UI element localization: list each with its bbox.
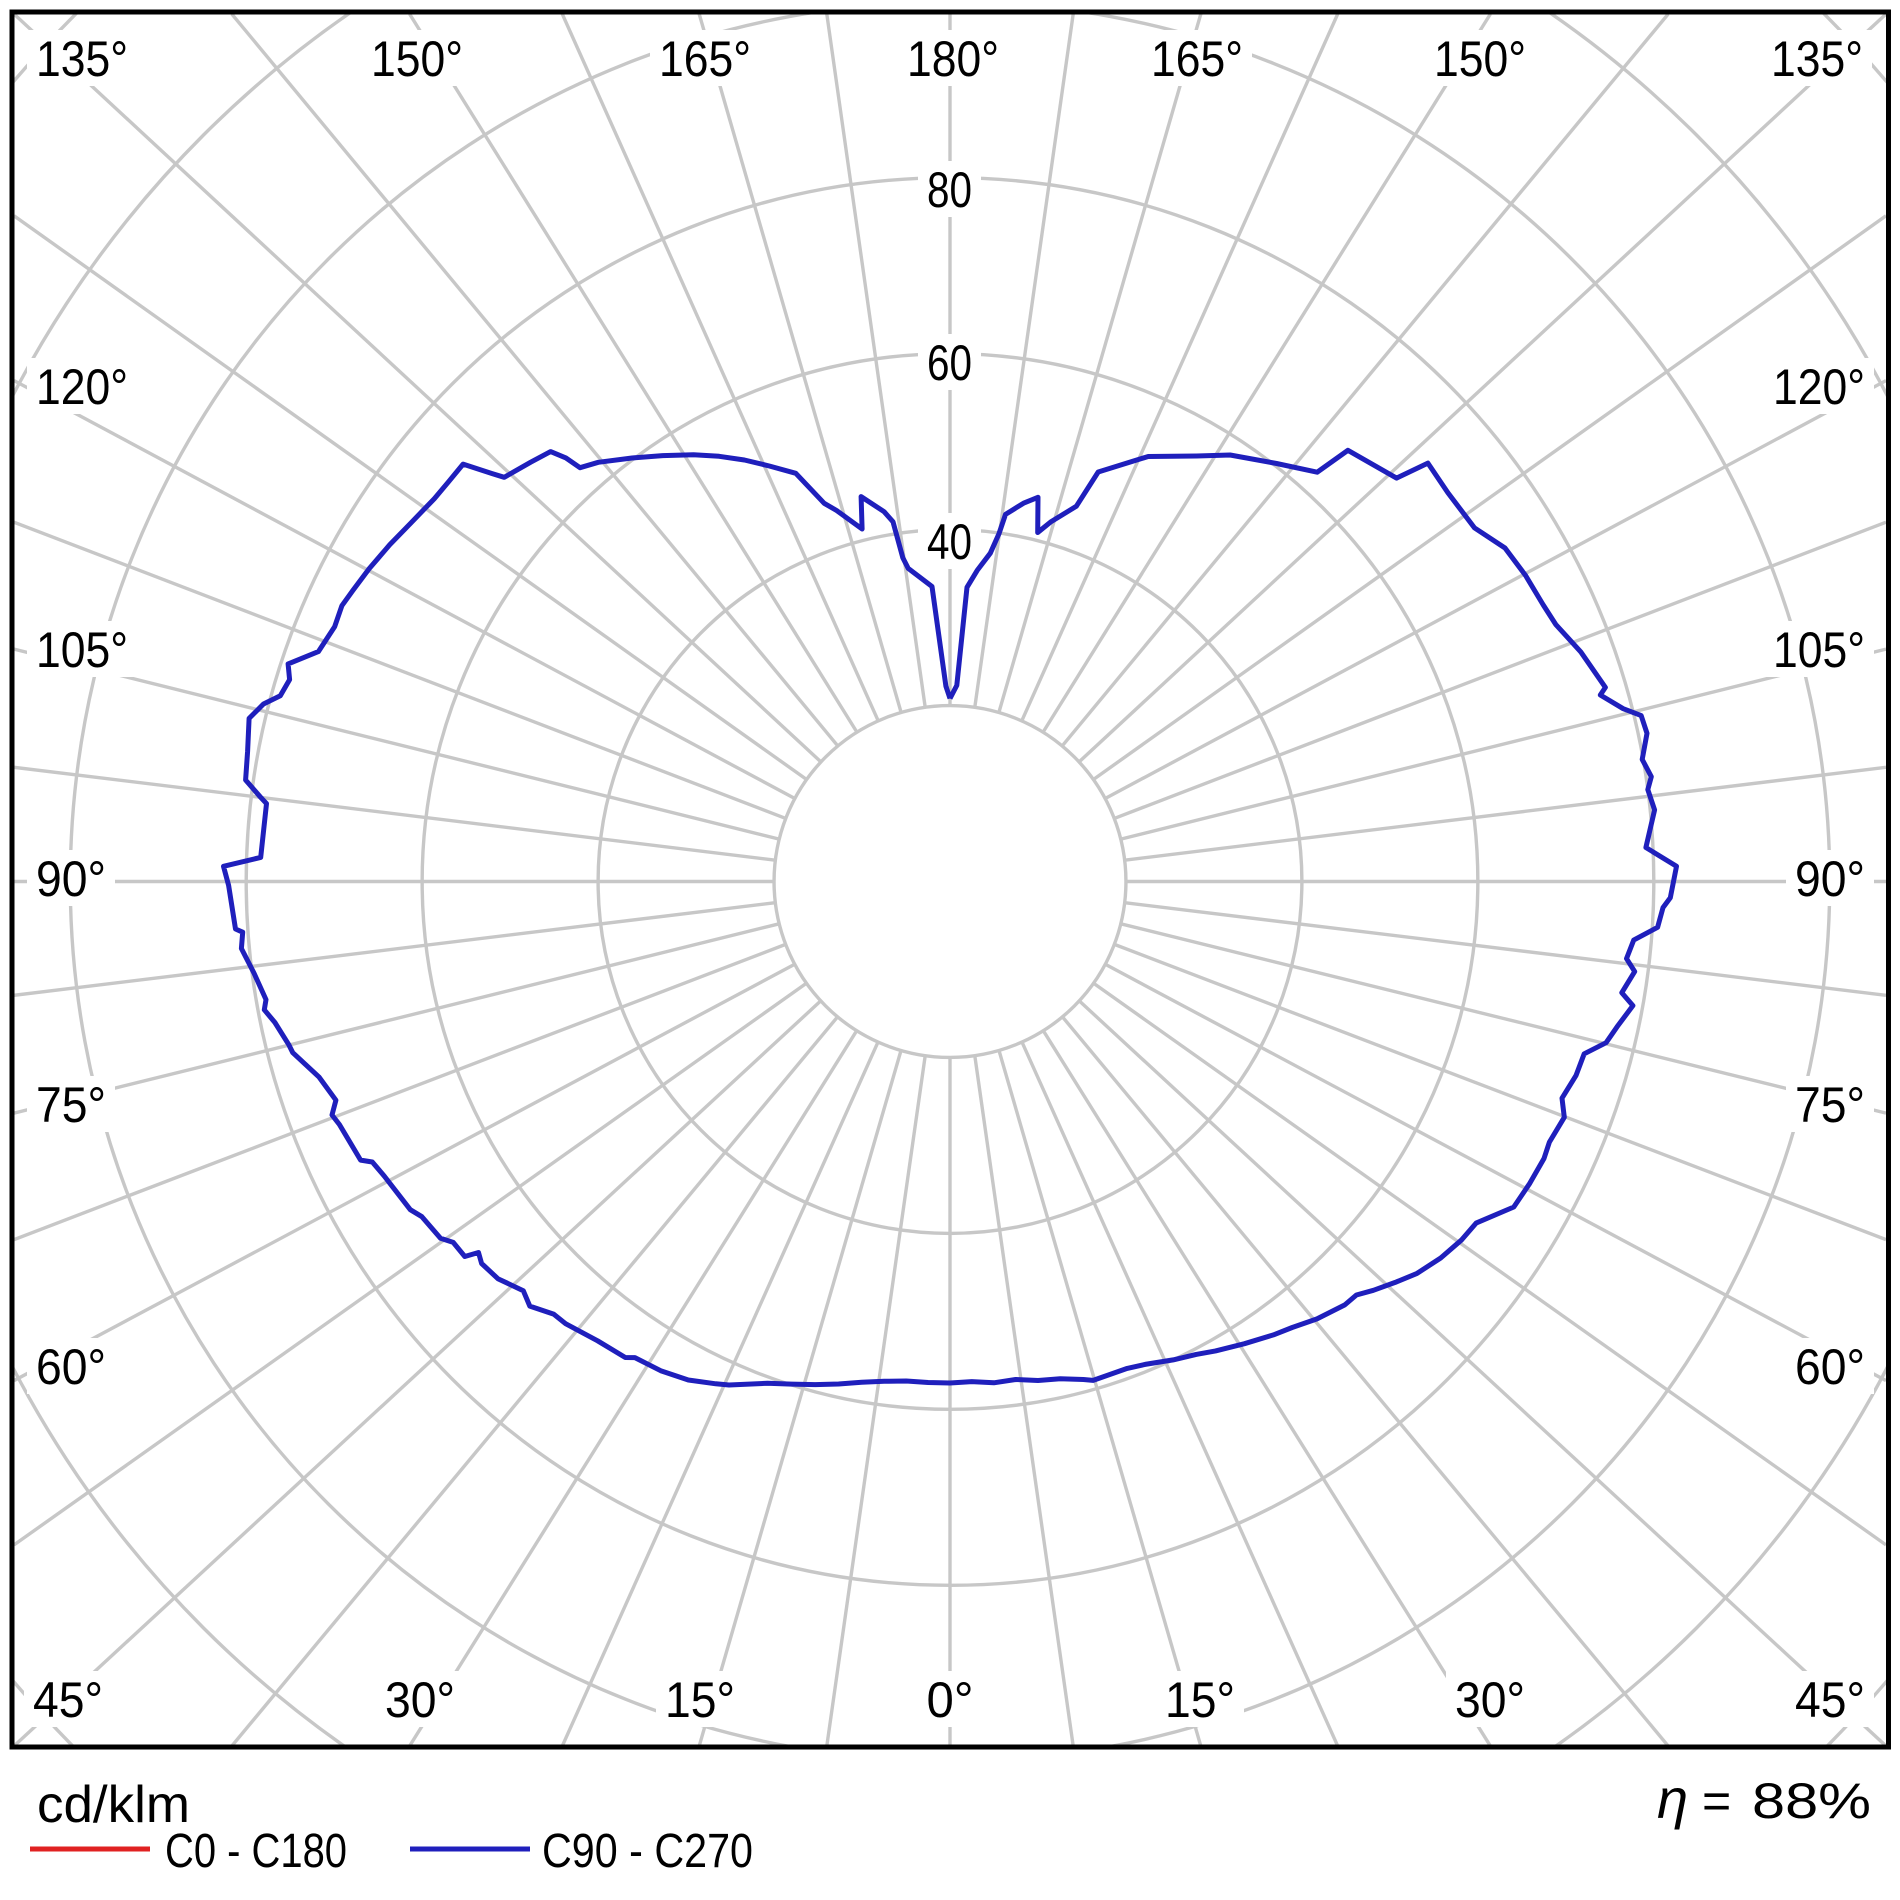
svg-text:C0 - C180: C0 - C180 — [165, 1825, 347, 1878]
svg-text:120°: 120° — [1773, 359, 1865, 415]
svg-text:150°: 150° — [1434, 31, 1526, 87]
svg-text:60: 60 — [927, 335, 972, 391]
svg-text:η: η — [1657, 1767, 1688, 1830]
svg-text:0°: 0° — [927, 1672, 974, 1728]
svg-text:120°: 120° — [36, 359, 128, 415]
svg-text:90°: 90° — [1795, 851, 1865, 907]
svg-text:30°: 30° — [1455, 1672, 1525, 1728]
svg-text:45°: 45° — [33, 1672, 103, 1728]
svg-text:cd/klm: cd/klm — [37, 1776, 190, 1834]
svg-text:90°: 90° — [36, 851, 106, 907]
svg-text:60°: 60° — [1795, 1339, 1865, 1395]
svg-text:165°: 165° — [659, 31, 751, 87]
svg-text:15°: 15° — [665, 1672, 735, 1728]
svg-text:105°: 105° — [36, 622, 128, 678]
svg-text:135°: 135° — [1771, 31, 1863, 87]
svg-text:40: 40 — [927, 514, 972, 570]
svg-text:180°: 180° — [907, 31, 999, 87]
svg-text:80: 80 — [927, 162, 972, 218]
svg-text:15°: 15° — [1165, 1672, 1235, 1728]
svg-text:75°: 75° — [36, 1077, 106, 1133]
svg-text:30°: 30° — [385, 1672, 455, 1728]
svg-text:60°: 60° — [36, 1339, 106, 1395]
svg-text:75°: 75° — [1795, 1077, 1865, 1133]
svg-text:135°: 135° — [36, 31, 128, 87]
svg-text:88%: 88% — [1752, 1773, 1871, 1829]
svg-text:150°: 150° — [371, 31, 463, 87]
svg-text:165°: 165° — [1151, 31, 1243, 87]
svg-text:105°: 105° — [1773, 622, 1865, 678]
svg-text:=: = — [1702, 1773, 1731, 1829]
svg-text:45°: 45° — [1795, 1672, 1865, 1728]
svg-text:C90 - C270: C90 - C270 — [542, 1825, 753, 1878]
